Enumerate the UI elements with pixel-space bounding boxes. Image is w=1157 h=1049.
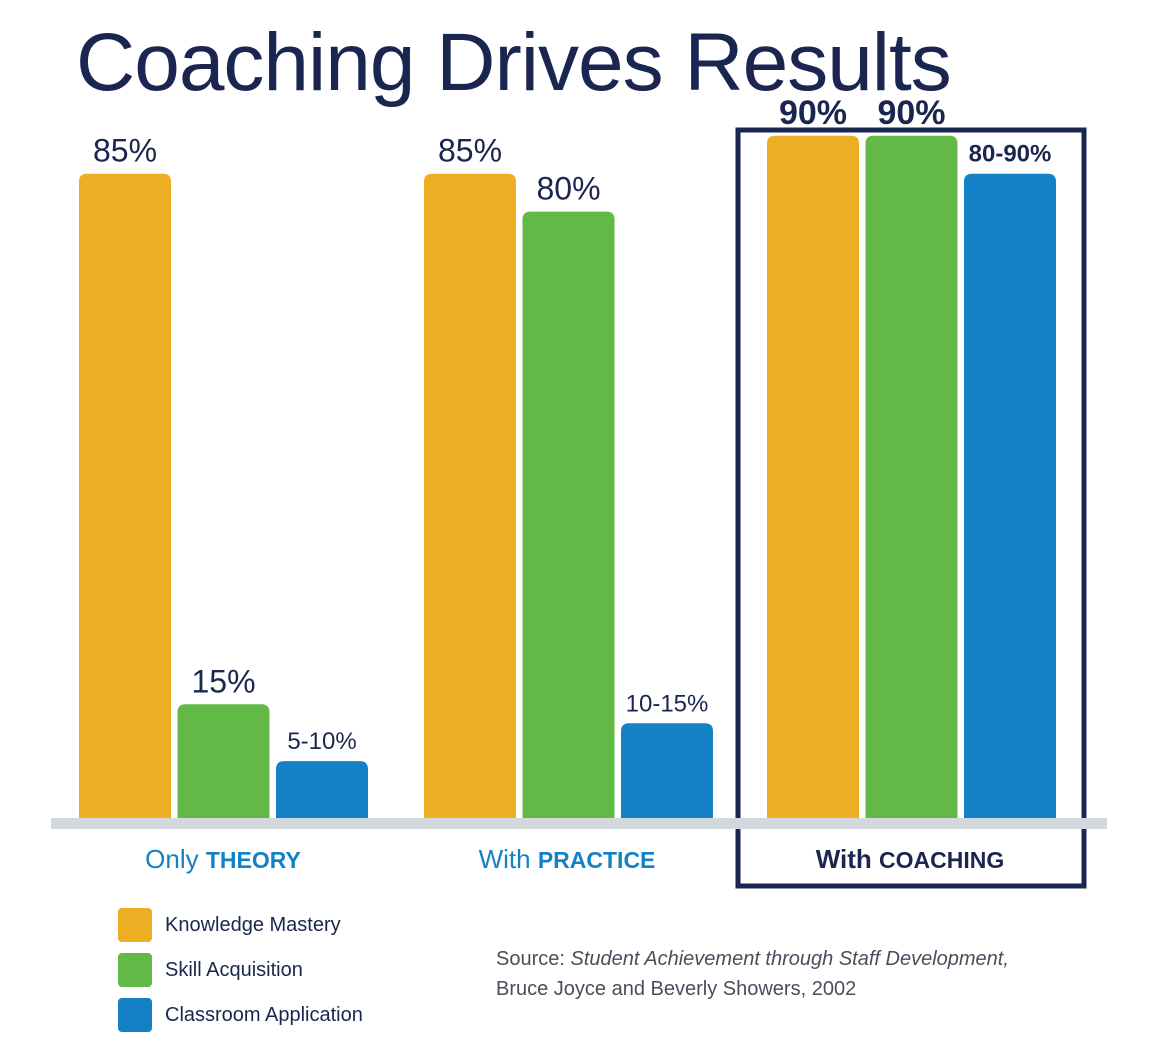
bar bbox=[276, 761, 368, 818]
legend-swatch-knowledge bbox=[118, 908, 152, 942]
category-label-emphasis: COACHING bbox=[879, 847, 1004, 873]
source-authors: Bruce Joyce and Beverly Showers, 2002 bbox=[496, 978, 857, 1000]
bar-chart: 85% 85% 90% 15% 80% 90% 5-10% 10-15% 80-90% Only … bbox=[51, 94, 1107, 889]
legend-swatch-skill bbox=[118, 953, 152, 987]
baseline bbox=[51, 818, 1107, 829]
chart-title: Coaching Drives Results bbox=[76, 17, 952, 108]
source-prefix: Source: bbox=[496, 948, 565, 970]
data-label: 85% bbox=[93, 133, 157, 169]
category-label-emphasis: THEORY bbox=[206, 847, 301, 873]
category-label: Only THEORY bbox=[145, 844, 301, 874]
bar bbox=[522, 211, 615, 819]
data-label: 80% bbox=[536, 171, 600, 207]
bar bbox=[865, 135, 958, 819]
legend-label: Skill Acquisition bbox=[165, 958, 303, 981]
highlight-box bbox=[735, 127, 1087, 889]
bar bbox=[621, 723, 713, 818]
source-title: Student Achievement through Staff Develo… bbox=[570, 948, 1009, 970]
legend-swatch-classroom bbox=[118, 998, 152, 1032]
category-label: With COACHING bbox=[816, 844, 1005, 874]
legend-label: Classroom Application bbox=[165, 1003, 363, 1026]
data-label: 10-15% bbox=[626, 690, 709, 717]
data-label: 90% bbox=[877, 94, 945, 132]
category-label: With PRACTICE bbox=[479, 844, 656, 874]
legend-label: Knowledge Mastery bbox=[165, 913, 341, 936]
bar bbox=[964, 173, 1056, 818]
data-label: 85% bbox=[438, 133, 502, 169]
legend: Knowledge Mastery Skill Acquisition Clas… bbox=[118, 908, 363, 1043]
bar bbox=[767, 135, 859, 819]
data-label: 5-10% bbox=[287, 728, 356, 755]
bar bbox=[79, 173, 171, 818]
source-note: Source: Student Achievement through Staf… bbox=[496, 944, 1009, 1004]
category-label-prefix: Only bbox=[145, 844, 206, 874]
legend-item-knowledge: Knowledge Mastery bbox=[118, 908, 363, 942]
data-label: 90% bbox=[779, 94, 847, 132]
data-label: 15% bbox=[191, 663, 255, 699]
bar bbox=[177, 704, 270, 818]
data-label: 80-90% bbox=[969, 141, 1052, 168]
category-label-emphasis: PRACTICE bbox=[538, 847, 656, 873]
legend-item-classroom: Classroom Application bbox=[118, 998, 363, 1032]
bar bbox=[424, 173, 516, 818]
category-label-prefix: With bbox=[479, 844, 538, 874]
legend-item-skill: Skill Acquisition bbox=[118, 953, 363, 987]
category-label-prefix: With bbox=[816, 844, 879, 874]
